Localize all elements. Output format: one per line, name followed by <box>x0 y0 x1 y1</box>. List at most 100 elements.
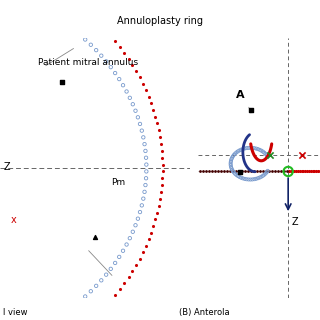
Text: A: A <box>236 90 245 100</box>
Point <box>197 169 203 174</box>
Point <box>248 145 253 150</box>
Point <box>253 176 259 181</box>
Point <box>248 169 253 174</box>
Point <box>130 62 135 67</box>
Point <box>263 171 268 176</box>
Point <box>238 170 243 175</box>
Point <box>245 169 251 174</box>
Point <box>65 22 70 27</box>
Point <box>113 292 118 298</box>
Point <box>52 13 57 18</box>
Point <box>269 169 275 174</box>
Point <box>246 177 251 182</box>
Text: (B) Anterola: (B) Anterola <box>179 308 230 317</box>
Point <box>77 299 82 304</box>
Point <box>262 150 267 155</box>
Point <box>88 42 93 47</box>
Point <box>305 169 310 174</box>
Point <box>233 151 238 156</box>
Point <box>160 155 165 160</box>
Point <box>301 169 306 174</box>
Point <box>104 59 109 64</box>
Point <box>221 169 227 174</box>
Point <box>235 149 240 154</box>
Point <box>139 128 144 133</box>
Point <box>126 56 131 61</box>
Point <box>229 156 234 162</box>
Point <box>254 169 260 174</box>
Point <box>126 275 131 280</box>
Point <box>246 145 251 150</box>
Point <box>215 169 220 174</box>
Point <box>140 81 146 86</box>
Point <box>250 177 255 182</box>
Point <box>237 148 242 153</box>
Point <box>229 155 235 160</box>
Point <box>30 1 36 6</box>
Point <box>299 152 304 157</box>
Point <box>113 38 118 44</box>
Point <box>230 169 236 174</box>
Point <box>299 169 304 174</box>
Point <box>130 102 135 107</box>
Point <box>228 164 234 169</box>
Point <box>286 169 291 174</box>
Point <box>71 304 76 309</box>
Point <box>117 44 123 49</box>
Point <box>276 169 281 174</box>
Point <box>99 53 104 58</box>
Point <box>88 289 93 294</box>
Point <box>122 50 127 55</box>
Point <box>239 169 244 174</box>
Point <box>281 169 286 174</box>
Point <box>249 108 254 113</box>
Point <box>65 309 70 314</box>
Point <box>288 169 293 174</box>
Point <box>44 9 50 14</box>
Point <box>259 174 264 179</box>
Point <box>238 147 244 152</box>
Point <box>219 169 224 174</box>
Point <box>242 146 247 151</box>
Point <box>229 166 234 171</box>
Point <box>124 89 129 94</box>
Point <box>238 175 244 180</box>
Point <box>37 5 43 10</box>
Point <box>244 146 249 151</box>
Text: Z: Z <box>4 162 11 172</box>
Point <box>263 169 268 174</box>
Point <box>265 154 270 159</box>
Point <box>94 48 99 53</box>
Text: Z: Z <box>292 217 299 227</box>
Point <box>133 223 138 228</box>
Point <box>52 318 57 320</box>
Point <box>83 37 88 42</box>
Point <box>250 145 255 150</box>
Point <box>113 70 118 76</box>
Point <box>308 169 313 174</box>
Point <box>314 169 319 174</box>
Point <box>135 216 140 221</box>
Point <box>260 169 266 174</box>
Point <box>257 147 262 152</box>
Text: x: x <box>11 215 16 225</box>
Point <box>243 169 248 174</box>
Point <box>122 281 127 286</box>
Point <box>233 169 238 174</box>
Point <box>113 260 118 266</box>
Point <box>228 160 233 165</box>
Point <box>155 121 160 126</box>
Point <box>253 146 259 151</box>
Point <box>127 95 132 100</box>
Point <box>143 176 148 181</box>
Point <box>286 169 291 174</box>
Point <box>234 150 239 155</box>
Point <box>75 1 80 6</box>
Point <box>104 272 109 277</box>
Point <box>158 141 164 147</box>
Text: Annuloplasty ring: Annuloplasty ring <box>117 16 203 26</box>
Point <box>140 250 146 255</box>
Point <box>81 6 86 11</box>
Point <box>108 33 113 38</box>
Point <box>137 210 142 215</box>
